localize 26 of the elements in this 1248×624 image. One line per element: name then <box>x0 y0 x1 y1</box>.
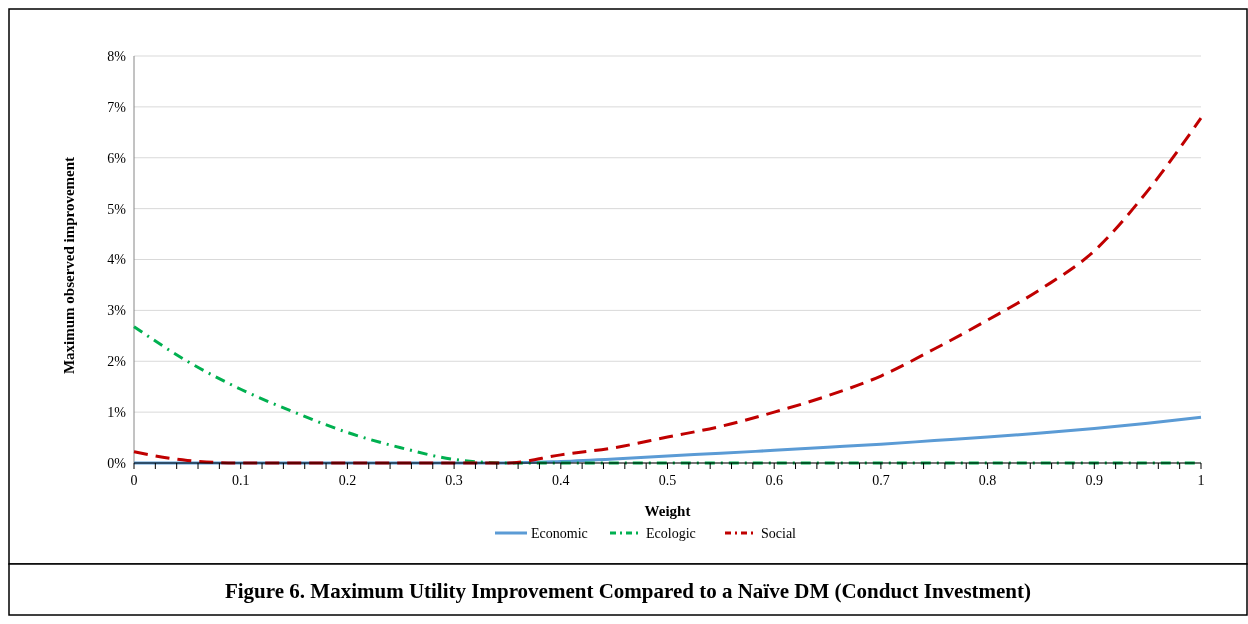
y-tick-label: 3% <box>107 303 127 319</box>
legend-label: Social <box>761 525 797 541</box>
y-tick-label: 4% <box>107 252 127 268</box>
legend-label: Economic <box>531 525 588 541</box>
x-axis-title: Weight <box>644 503 691 519</box>
y-tick-label: 2% <box>107 354 127 370</box>
x-tick-label: 0 <box>130 473 138 488</box>
x-tick-label: 0.2 <box>338 473 357 488</box>
y-tick-label: 7% <box>107 99 127 115</box>
y-tick-label: 5% <box>107 201 127 217</box>
x-tick-label: 0.5 <box>658 473 677 488</box>
x-tick-label: 0.6 <box>765 473 783 488</box>
y-tick-label: 1% <box>107 405 127 421</box>
x-tick-label: 0.1 <box>231 473 250 488</box>
legend-label: Ecologic <box>646 525 696 541</box>
x-tick-label: 0.7 <box>872 473 890 488</box>
y-tick-label: 6% <box>107 150 127 166</box>
y-tick-label: 0% <box>107 455 127 471</box>
caption: Figure 6. Maximum Utility Improvement Compared to a Naïve DM (Conduct Investment) <box>224 579 1032 603</box>
x-tick-label: 1 <box>1197 473 1205 488</box>
y-axis-title: Maximum observed improvement <box>61 156 77 375</box>
x-tick-label: 0.9 <box>1085 473 1104 488</box>
x-tick-label: 0.8 <box>978 473 997 488</box>
x-tick-label: 0.4 <box>552 473 570 488</box>
x-tick-label: 0.3 <box>445 473 463 488</box>
y-tick-label: 8% <box>107 48 127 64</box>
